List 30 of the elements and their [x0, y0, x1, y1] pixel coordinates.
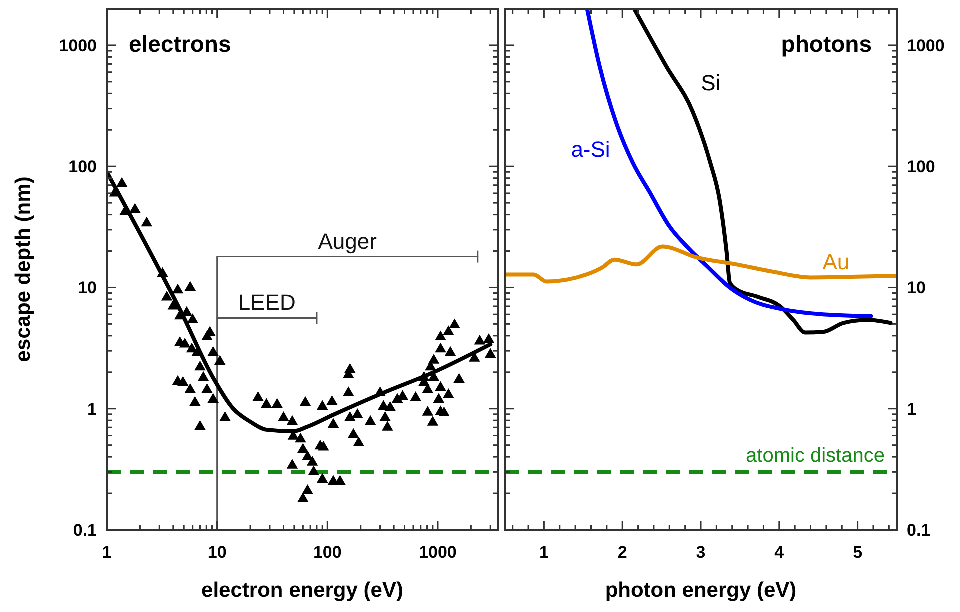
y2-tick-label: 0.1 — [907, 520, 931, 540]
x-tick-label: 1 — [539, 543, 549, 562]
text: photons — [781, 31, 872, 57]
x-tick-label: 1000 — [419, 543, 457, 562]
series-label: Au — [822, 250, 850, 275]
y-tick-label: 100 — [68, 158, 97, 177]
series-label: LEED — [238, 290, 296, 316]
x-axis-title: electron energy (eV) — [202, 579, 404, 602]
y2-tick-label: 100 — [907, 158, 936, 177]
y-tick-label: 10 — [78, 278, 97, 298]
x-tick-label: 100 — [313, 543, 342, 562]
x-tick-label: 3 — [696, 543, 706, 562]
x-tick-label: 2 — [618, 543, 628, 562]
y-tick-label: 1 — [88, 400, 97, 419]
x-axis-title: photon energy (eV) — [605, 579, 797, 602]
x-tick-label: 1 — [102, 543, 112, 562]
series-label: Auger — [318, 228, 377, 254]
x-tick-label: 10 — [208, 543, 227, 562]
y2-tick-label: 1000 — [907, 36, 945, 56]
x-tick-label: 5 — [853, 543, 863, 562]
series-label: a-Si — [571, 136, 610, 162]
text: electrons — [129, 31, 232, 57]
y2-tick-label: 1 — [907, 400, 916, 419]
y-axis-title: escape depth (nm) — [12, 176, 35, 362]
ref-line-label: atomic distance — [746, 445, 885, 468]
series-label: Si — [701, 70, 721, 96]
y2-tick-label: 10 — [907, 278, 926, 298]
y-tick-label: 0.1 — [73, 520, 97, 540]
y-tick-label: 1000 — [59, 36, 97, 56]
x-tick-label: 4 — [774, 543, 785, 562]
